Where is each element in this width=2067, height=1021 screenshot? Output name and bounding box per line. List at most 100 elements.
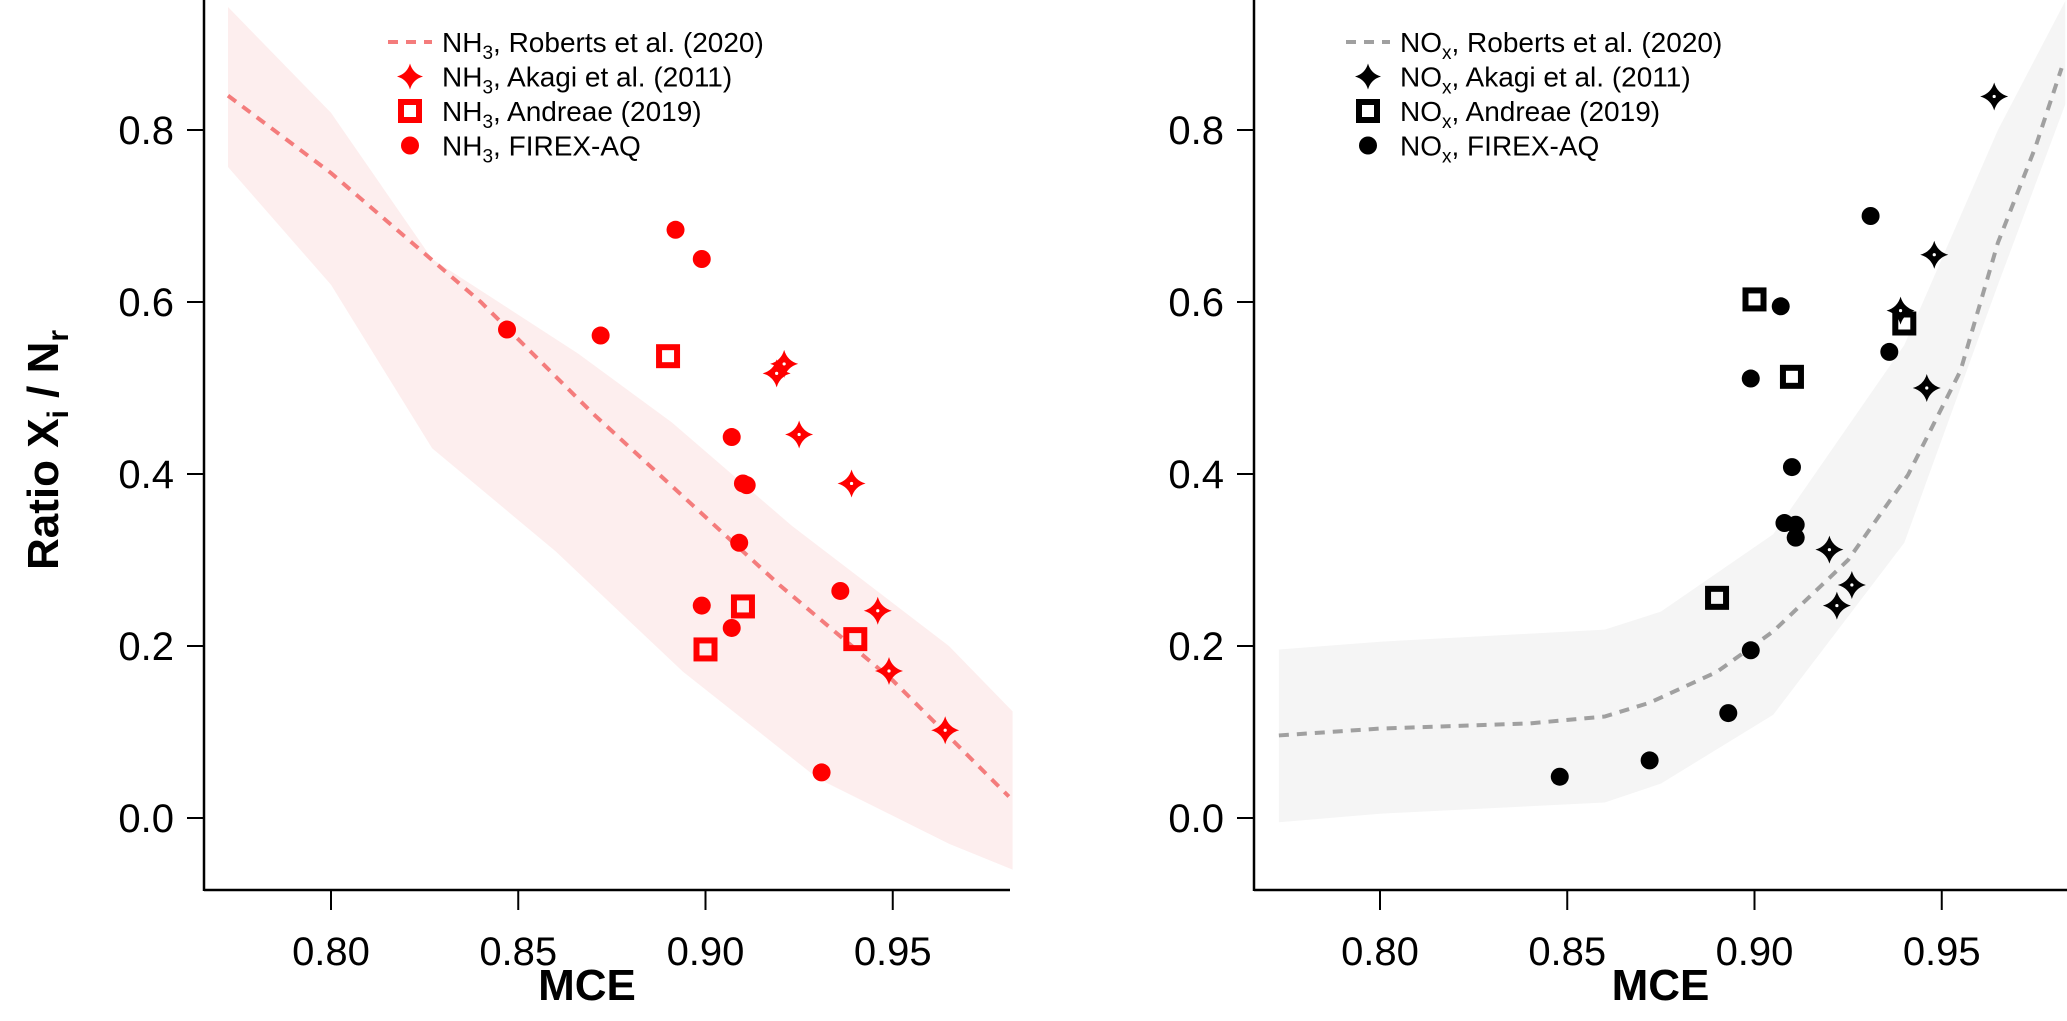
x-tick-label: 0.80 (1341, 930, 1419, 974)
y-tick-label: 0.6 (1168, 281, 1224, 325)
legend-subscript: x (1442, 43, 1452, 64)
legend-text: , Andreae (2019) (493, 96, 702, 127)
akagi-star-center (1898, 309, 1903, 313)
akagi-star-center (943, 728, 947, 732)
firex-aq-point (722, 618, 741, 637)
y-tick-label: 0.4 (118, 453, 174, 497)
akagi-star-center (1992, 94, 1996, 99)
legend-subscript: 3 (482, 147, 493, 168)
firex-aq-point (812, 763, 831, 782)
x-tick-label: 0.90 (667, 930, 745, 974)
x-axis-label: MCE (538, 961, 636, 1010)
legend-square-icon (398, 99, 422, 123)
legend-text: , FIREX-AQ (1452, 131, 1600, 162)
y-tick-label: 0.8 (1168, 109, 1224, 153)
legend-species: NO (1400, 131, 1442, 162)
akagi-star-center (849, 481, 854, 486)
legend-label: NOx, Andreae (2019) (1400, 96, 1660, 133)
firex-aq-point (1741, 641, 1760, 660)
x-tick-label: 0.80 (292, 930, 370, 974)
legend-text: , Roberts et al. (2020) (493, 27, 764, 58)
andreae-point (843, 627, 868, 652)
firex-aq-point (1640, 751, 1659, 770)
firex-aq-point (1786, 515, 1805, 534)
y-label-mid: / N (19, 342, 68, 410)
legend-species: NH (442, 131, 482, 162)
y-tick-label: 0.4 (1168, 453, 1224, 497)
legend-label: NOx, Roberts et al. (2020) (1400, 27, 1722, 64)
legend-species: NO (1400, 96, 1442, 127)
andreae-point (1705, 585, 1730, 610)
andreae-point (1742, 287, 1767, 312)
legend-species: NH (442, 62, 482, 93)
akagi-star-center (775, 371, 779, 375)
andreae-point (1779, 364, 1804, 389)
firex-aq-point (1550, 767, 1569, 786)
andreae-point (656, 344, 681, 369)
y-tick-label: 0.2 (1168, 625, 1224, 669)
y-label-sub-i: i (42, 410, 75, 418)
akagi-star-center (1932, 253, 1936, 257)
y-axis-label: Ratio Xi / Nr (19, 330, 75, 570)
legend-label: NH3, Akagi et al. (2011) (442, 62, 732, 99)
legend-species: NH (442, 96, 482, 127)
akagi-star-center (887, 669, 891, 673)
legend-circle-icon (1359, 136, 1377, 155)
x-tick-label: 0.90 (1716, 930, 1794, 974)
akagi-star-center (797, 432, 801, 437)
firex-aq-point (692, 596, 711, 615)
x-tick-label: 0.95 (854, 930, 932, 974)
legend-star-icon (1355, 63, 1381, 90)
x-tick-label: 0.85 (479, 930, 557, 974)
legend-subscript: x (1442, 112, 1452, 133)
legend-star-icon (397, 63, 423, 90)
uncertainty-band (1278, 1, 2066, 823)
akagi-star-center (876, 609, 880, 613)
firex-aq-point (1880, 342, 1899, 361)
firex-aq-point (722, 428, 741, 447)
firex-aq-point (730, 533, 749, 552)
legend-label: NH3, Andreae (2019) (442, 96, 702, 133)
akagi-star-center (1850, 583, 1854, 587)
legend-subscript: x (1442, 147, 1452, 168)
legend-text: , Andreae (2019) (1452, 96, 1661, 127)
firex-aq-point (498, 320, 517, 339)
firex-aq-point (831, 581, 850, 600)
akagi-star-center (1827, 548, 1831, 552)
legend-species: NO (1400, 62, 1442, 93)
legend-text: , Akagi et al. (2011) (1452, 62, 1691, 93)
firex-aq-point (1782, 458, 1801, 477)
legend-species: NO (1400, 27, 1442, 58)
akagi-star-center (1925, 386, 1929, 390)
legend-subscript: 3 (482, 78, 493, 99)
andreae-point (730, 594, 755, 619)
y-tick-label: 0.0 (1168, 797, 1224, 841)
y-tick-label: 0.2 (118, 625, 174, 669)
firex-aq-point (1786, 528, 1805, 547)
y-tick-label: 0.0 (118, 797, 174, 841)
roberts-line (226, 94, 1011, 798)
legend-circle-icon (401, 136, 419, 155)
legend-subscript: 3 (482, 43, 493, 64)
firex-aq-point (1719, 704, 1738, 723)
legend-text: , Roberts et al. (2020) (1452, 27, 1723, 58)
firex-aq-point (666, 220, 685, 239)
firex-aq-point (692, 250, 711, 268)
firex-aq-point (1861, 207, 1880, 225)
legend-subscript: x (1442, 78, 1452, 99)
legend-label: NOx, FIREX-AQ (1400, 131, 1599, 168)
legend-species: NH (442, 27, 482, 58)
legend-subscript: 3 (482, 112, 493, 133)
y-tick-label: 0.8 (118, 109, 174, 153)
firex-aq-point (1771, 297, 1790, 316)
y-tick-label: 0.6 (118, 281, 174, 325)
y-label-sub-r: r (42, 330, 75, 342)
legend-label: NH3, Roberts et al. (2020) (442, 27, 764, 64)
legend-text: , FIREX-AQ (493, 131, 641, 162)
x-axis-label: MCE (1612, 961, 1710, 1010)
x-tick-label: 0.85 (1528, 930, 1606, 974)
uncertainty-band (228, 7, 1013, 870)
